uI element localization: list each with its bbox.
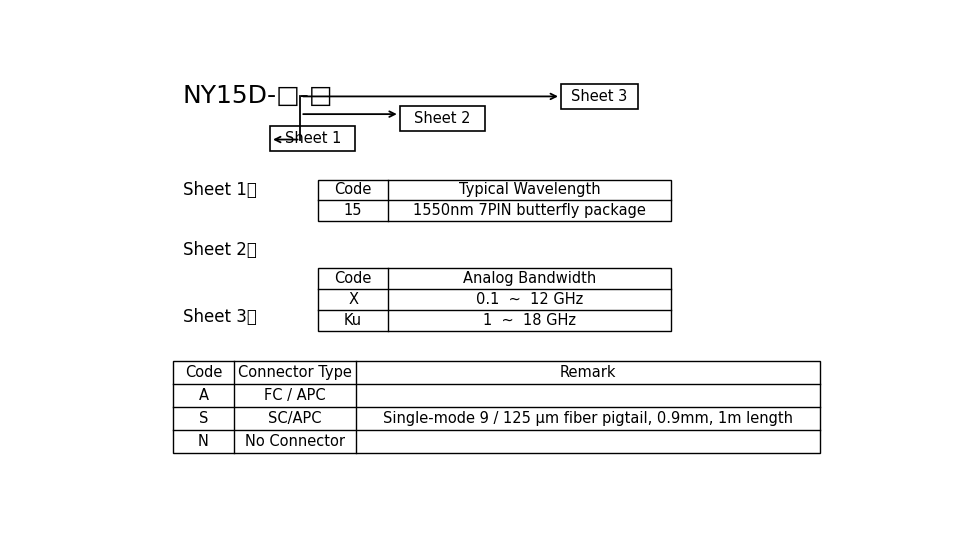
Text: Sheet 2：: Sheet 2： (182, 241, 257, 260)
Text: A: A (199, 388, 208, 403)
Text: SC/APC: SC/APC (268, 411, 321, 426)
Text: Ku: Ku (345, 312, 362, 327)
Bar (561, 84, 638, 109)
Text: N: N (198, 434, 209, 449)
Text: Remark: Remark (560, 365, 617, 380)
Text: Sheet 3：: Sheet 3： (182, 308, 257, 326)
Text: Connector Type: Connector Type (238, 365, 352, 380)
Text: Code: Code (335, 271, 372, 286)
Text: Sheet 1：: Sheet 1： (182, 180, 257, 199)
Text: No Connector: No Connector (245, 434, 345, 449)
Text: 1  ~  18 GHz: 1 ~ 18 GHz (482, 312, 576, 327)
Text: Code: Code (185, 365, 222, 380)
Text: 15: 15 (344, 203, 363, 218)
Text: S: S (199, 411, 208, 426)
Text: Sheet 3: Sheet 3 (571, 89, 627, 104)
Text: FC / APC: FC / APC (264, 388, 326, 403)
Text: NY15D-□-□: NY15D-□-□ (182, 84, 333, 108)
Text: Sheet 2: Sheet 2 (414, 111, 471, 126)
Text: Code: Code (335, 183, 372, 198)
Bar (400, 106, 484, 131)
Bar (270, 127, 355, 151)
Text: X: X (348, 292, 358, 307)
Text: 1550nm 7PIN butterfly package: 1550nm 7PIN butterfly package (413, 203, 646, 218)
Text: Analog Bandwidth: Analog Bandwidth (463, 271, 596, 286)
Text: Single-mode 9 / 125 μm fiber pigtail, 0.9mm, 1m length: Single-mode 9 / 125 μm fiber pigtail, 0.… (383, 411, 793, 426)
Bar (318, 179, 671, 221)
Bar (174, 360, 819, 453)
Bar (318, 268, 671, 331)
Text: Sheet 1: Sheet 1 (285, 131, 341, 146)
Text: 0.1  ~  12 GHz: 0.1 ~ 12 GHz (476, 292, 583, 307)
Text: Typical Wavelength: Typical Wavelength (458, 183, 600, 198)
